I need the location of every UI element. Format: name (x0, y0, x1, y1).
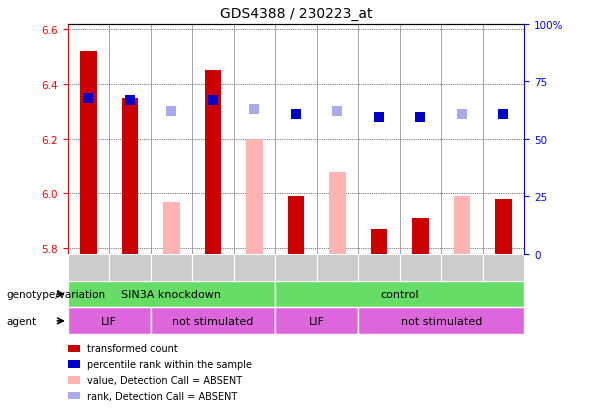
Bar (370, 230, 388, 254)
Text: agent: agent (6, 316, 36, 326)
Bar (68, 281, 275, 308)
Bar (205, 71, 221, 254)
Text: SIN3A knockdown: SIN3A knockdown (121, 289, 221, 299)
Bar (68, 308, 151, 335)
Bar (68, 392, 80, 399)
Text: value, Detection Call = ABSENT: value, Detection Call = ABSENT (87, 375, 242, 385)
Text: rank, Detection Call = ABSENT: rank, Detection Call = ABSENT (87, 391, 237, 401)
Bar (441, 254, 483, 281)
Bar (68, 376, 80, 384)
Text: not stimulated: not stimulated (401, 316, 482, 326)
Text: genotype/variation: genotype/variation (6, 289, 105, 299)
Bar (192, 254, 234, 281)
Bar (234, 254, 275, 281)
Bar (109, 254, 151, 281)
Bar (287, 197, 305, 254)
Text: control: control (380, 289, 419, 299)
Bar (454, 197, 470, 254)
Bar (358, 254, 400, 281)
Point (250, 106, 259, 113)
Bar (68, 361, 80, 368)
Text: not stimulated: not stimulated (173, 316, 254, 326)
Bar (246, 139, 263, 254)
Bar (358, 308, 524, 335)
Point (167, 109, 176, 115)
Point (457, 112, 466, 118)
Bar (329, 172, 346, 254)
Bar (275, 308, 358, 335)
Bar (80, 52, 97, 254)
Bar (68, 254, 109, 281)
Bar (275, 254, 317, 281)
Bar (68, 345, 80, 352)
Point (125, 98, 135, 104)
Text: LIF: LIF (309, 316, 325, 326)
Bar (317, 254, 358, 281)
Bar (151, 308, 275, 335)
Bar (495, 199, 512, 254)
Point (416, 114, 425, 121)
Point (499, 112, 508, 118)
Bar (275, 281, 524, 308)
Point (84, 95, 93, 102)
Text: percentile rank within the sample: percentile rank within the sample (87, 359, 252, 369)
Point (292, 112, 301, 118)
Text: transformed count: transformed count (87, 344, 178, 354)
Point (374, 114, 383, 121)
Title: GDS4388 / 230223_at: GDS4388 / 230223_at (220, 7, 372, 21)
Bar (122, 98, 138, 254)
Bar (400, 254, 441, 281)
Text: LIF: LIF (101, 316, 117, 326)
Bar (412, 218, 429, 254)
Bar (483, 254, 524, 281)
Bar (163, 202, 180, 254)
Bar (151, 254, 192, 281)
Point (333, 109, 342, 115)
Point (209, 98, 218, 104)
